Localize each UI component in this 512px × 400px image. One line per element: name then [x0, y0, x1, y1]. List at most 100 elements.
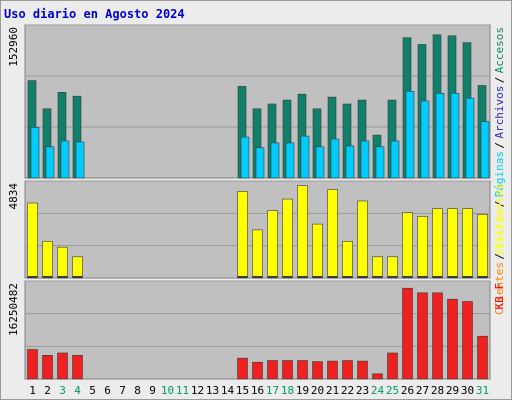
legend-visitantes: Visitantes [493, 183, 506, 249]
x-tick-label-day-27: 27 [416, 384, 429, 397]
legend-visitas: Visitas [493, 210, 506, 256]
bar-kbf-day-28 [432, 292, 443, 380]
base-mark [297, 276, 308, 278]
bar-visitantes-day-28 [432, 208, 443, 279]
legend-separator: / [493, 253, 506, 260]
base-mark [27, 276, 38, 278]
x-tick-label-day-11: 11 [176, 384, 189, 397]
x-tick-label-day-12: 12 [191, 384, 204, 397]
panel-bottom: 16250482 KB F [7, 280, 506, 380]
bar-kbf-day-31 [477, 335, 488, 380]
bar-visitantes-day-19 [297, 185, 308, 279]
bar-kbf-day-25 [387, 352, 398, 380]
x-tick-label-day-15: 15 [236, 384, 249, 397]
bar-pginas-day-20 [315, 146, 325, 179]
bar-pginas-day-18 [285, 142, 295, 179]
x-tick-label-day-2: 2 [44, 384, 51, 397]
bar-visitantes-day-16 [252, 229, 263, 279]
x-tick-label-day-3: 3 [59, 384, 66, 397]
bar-kbf-day-23 [357, 360, 368, 380]
bar-pginas-day-27 [420, 100, 430, 179]
y-max-label-middle: 4834 [7, 183, 20, 210]
legend-separator: / [493, 77, 506, 84]
legend-pginas: Páginas [493, 151, 506, 197]
bar-visitantes-day-21 [327, 189, 338, 279]
x-tick-label-day-16: 16 [251, 384, 264, 397]
bar-visitantes-day-22 [342, 241, 353, 279]
base-mark [402, 276, 413, 278]
x-tick-label-day-5: 5 [89, 384, 96, 397]
base-mark [42, 276, 53, 278]
bar-pginas-day-30 [465, 97, 475, 179]
legend-accesos: Accesos [493, 27, 506, 73]
x-tick-label-day-23: 23 [356, 384, 369, 397]
bar-kbf-day-4 [72, 354, 83, 380]
bar-visitantes-day-20 [312, 223, 323, 279]
bar-kbf-day-2 [42, 354, 53, 380]
x-tick-label-day-26: 26 [401, 384, 414, 397]
bar-visitantes-day-17 [267, 210, 278, 279]
bar-kbf-day-3 [57, 352, 68, 380]
x-tick-label-day-4: 4 [74, 384, 81, 397]
bar-pginas-day-19 [300, 135, 310, 179]
bar-kbf-day-20 [312, 361, 323, 380]
base-mark [447, 276, 458, 278]
x-tick-label-day-7: 7 [119, 384, 126, 397]
bar-pginas-day-3 [60, 140, 70, 179]
legend-kbf: KB F [493, 283, 506, 310]
bar-visitantes-day-3 [57, 246, 68, 279]
x-tick-label-day-13: 13 [206, 384, 219, 397]
bar-pginas-day-31 [480, 121, 490, 179]
bar-kbf-day-27 [417, 292, 428, 380]
bar-kbf-day-22 [342, 360, 353, 380]
bar-kbf-day-17 [267, 360, 278, 380]
x-tick-label-day-24: 24 [371, 384, 385, 397]
x-tick-label-day-6: 6 [104, 384, 111, 397]
bar-kbf-day-30 [462, 301, 473, 380]
x-tick-label-day-20: 20 [311, 384, 324, 397]
bar-pginas-day-4 [75, 141, 85, 179]
bar-pginas-day-15 [240, 136, 250, 179]
bar-pginas-day-17 [270, 142, 280, 179]
legend-clientes: Clientes [493, 262, 506, 315]
bar-pginas-day-29 [450, 93, 460, 179]
x-tick-label-day-10: 10 [161, 384, 174, 397]
bar-visitantes-day-1 [27, 202, 38, 279]
base-mark [432, 276, 443, 278]
legend-separator: / [493, 201, 506, 208]
base-mark [417, 276, 428, 278]
bar-kbf-day-16 [252, 361, 263, 380]
bar-pginas-day-16 [255, 147, 265, 179]
bar-visitantes-day-15 [237, 191, 248, 279]
bar-pginas-day-22 [345, 145, 355, 179]
panel-top: 152960 Accesos / Archivos / Páginas / Visitas [7, 24, 506, 256]
base-mark [267, 276, 278, 278]
x-tick-label-day-18: 18 [281, 384, 294, 397]
bar-visitantes-day-4 [72, 256, 83, 279]
base-mark [252, 276, 263, 278]
x-tick-label-day-1: 1 [29, 384, 36, 397]
bar-kbf-day-24 [372, 373, 383, 380]
x-tick-label-day-17: 17 [266, 384, 279, 397]
bar-visitantes-day-24 [372, 256, 383, 279]
bar-pginas-day-2 [45, 146, 55, 179]
base-mark [387, 276, 398, 278]
bar-visitantes-day-23 [357, 200, 368, 279]
base-mark [327, 276, 338, 278]
x-tick-label-day-9: 9 [149, 384, 156, 397]
base-mark [357, 276, 368, 278]
bar-visitantes-day-2 [42, 241, 53, 279]
x-tick-label-day-25: 25 [386, 384, 399, 397]
x-tick-label-day-22: 22 [341, 384, 354, 397]
x-tick-label-day-14: 14 [221, 384, 235, 397]
x-tick-label-day-31: 31 [476, 384, 489, 397]
bar-pginas-day-25 [390, 140, 400, 179]
legend-archivos: Archivos [493, 86, 506, 139]
base-mark [342, 276, 353, 278]
bar-pginas-day-26 [405, 91, 415, 179]
base-mark [477, 276, 488, 278]
bar-visitantes-day-25 [387, 256, 398, 279]
bar-visitantes-day-31 [477, 214, 488, 279]
x-tick-label-day-21: 21 [326, 384, 339, 397]
